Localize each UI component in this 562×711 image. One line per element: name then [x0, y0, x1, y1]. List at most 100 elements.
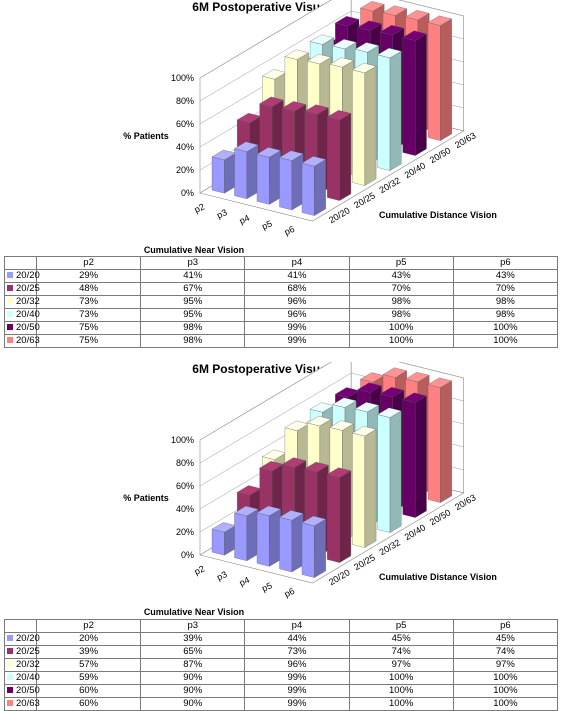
z-tick-label: 60% — [176, 119, 194, 129]
z-axis-title: % Patients — [123, 131, 169, 141]
table-corner-cell — [4, 619, 37, 633]
bar — [427, 15, 453, 141]
row-label: 20/50 — [16, 322, 40, 333]
legend-swatch — [7, 272, 13, 279]
table-cell: 59% — [35, 671, 142, 685]
gridline — [199, 362, 464, 441]
table-row: 20/32 73% 95% 96% 98% 98% — [4, 295, 559, 309]
table-cell: 99% — [244, 684, 350, 698]
column-header: p3 — [140, 619, 246, 633]
table-cell: 96% — [244, 295, 350, 309]
row-label: 20/40 — [16, 309, 40, 320]
column-header: p5 — [348, 619, 454, 633]
bar — [234, 505, 259, 562]
x-axis-title: Cumulative Near Vision — [144, 607, 244, 617]
table-cell: 43% — [452, 269, 559, 283]
table-row: 20/25 48% 67% 68% 70% 70% — [4, 282, 559, 296]
legend-swatch — [7, 674, 13, 681]
x-tick-label: p4 — [238, 575, 251, 588]
table-cell: 98% — [140, 334, 246, 348]
table-cell: 68% — [244, 282, 350, 296]
chart-plot-1: 0%20%40%60%80%100%p2 p3 p4 p5 p620/2020/2520… — [123, 0, 497, 255]
chart-panel-2: 6M Postoperative Visual Acuity 0% 20% 40% 6… — [0, 362, 562, 711]
table-row: 20/50 75% 98% 99% 100% 100% — [4, 321, 559, 335]
table-cell: 57% — [35, 658, 142, 672]
table-cell: 43% — [348, 269, 454, 283]
table-cell: 99% — [244, 334, 350, 348]
table-cell: 29% — [35, 269, 142, 283]
table-cell: 100% — [452, 684, 559, 698]
table-cell: 75% — [35, 334, 142, 348]
row-label: 20/50 — [16, 685, 40, 696]
data-table-2: p2 p3 p4 p5 p6 20/20 20% 39% 44% 45% 45% 20/25… — [4, 619, 559, 711]
row-header: 20/20 — [4, 632, 40, 646]
bar — [352, 426, 377, 548]
table-cell: 100% — [452, 334, 559, 348]
table-cell: 98% — [452, 308, 559, 322]
bar — [279, 510, 304, 573]
table-header-row: p2 p3 p4 p5 p6 — [4, 256, 559, 270]
chart-panel-1: 6M Postoperative Visual Acuity 0% 20% 40% 6… — [0, 0, 562, 350]
chart-plot-2: 0%20%40%60%80%100%p2 p3 p4 p5 p620/2020/2520… — [123, 362, 497, 617]
bars — [211, 367, 453, 578]
table-row: 20/20 29% 41% 41% 43% 43% — [4, 269, 559, 283]
row-label: 20/20 — [16, 270, 40, 281]
legend-swatch — [7, 311, 13, 318]
table-cell: 97% — [452, 658, 559, 672]
row-label: 20/25 — [16, 283, 40, 294]
table-cell: 97% — [348, 658, 454, 672]
table-cell: 98% — [452, 295, 559, 309]
bar — [377, 47, 402, 171]
table-cell: 95% — [140, 308, 246, 322]
table-cell: 75% — [35, 321, 142, 335]
table-cell: 100% — [348, 321, 454, 335]
table-cell: 100% — [348, 684, 454, 698]
z-axis-title: % Patients — [123, 493, 169, 503]
x-tick-label: p3 — [215, 207, 228, 220]
bars — [211, 1, 453, 216]
table-cell: 20% — [35, 632, 142, 646]
table-cell: 41% — [244, 269, 350, 283]
table-cell: 100% — [452, 321, 559, 335]
table-cell: 73% — [244, 645, 350, 659]
table-corner-cell — [4, 256, 37, 270]
x-tick-label: p4 — [238, 213, 251, 226]
column-header: p6 — [452, 256, 559, 270]
row-label: 20/20 — [16, 633, 40, 644]
row-header: 20/32 — [4, 658, 40, 672]
table-cell: 90% — [140, 684, 246, 698]
x-axis-title: Cumulative Near Vision — [144, 245, 244, 255]
z-tick-label: 20% — [176, 527, 194, 537]
bar — [326, 467, 352, 563]
z-tick-label: 20% — [176, 165, 194, 175]
table-row: 20/20 20% 39% 44% 45% 45% — [4, 632, 559, 646]
legend-swatch — [7, 648, 13, 655]
x-tick-label: p6 — [283, 586, 296, 599]
x-tick-label: p2 — [193, 564, 206, 577]
row-header: 20/63 — [4, 334, 40, 348]
table-cell: 45% — [452, 632, 559, 646]
z-tick-label: 40% — [176, 504, 194, 514]
table-header-row: p2 p3 p4 p5 p6 — [4, 619, 559, 633]
bar — [352, 62, 377, 186]
row-label: 20/63 — [16, 335, 40, 346]
bar — [326, 110, 352, 201]
table-cell: 95% — [140, 295, 246, 309]
row-header: 20/50 — [4, 321, 40, 335]
table-cell: 100% — [348, 334, 454, 348]
z-tick-label: 60% — [176, 481, 194, 491]
row-label: 20/32 — [16, 659, 40, 670]
x-tick-label: p5 — [260, 580, 273, 593]
column-header: p2 — [35, 619, 142, 633]
table-cell: 90% — [140, 671, 246, 685]
table-row: 20/63 75% 98% 99% 100% 100% — [4, 334, 559, 348]
table-cell: 45% — [348, 632, 454, 646]
legend-swatch — [7, 285, 13, 292]
table-row: 20/40 73% 95% 96% 98% 98% — [4, 308, 559, 322]
table-cell: 60% — [35, 684, 142, 698]
row-label: 20/32 — [16, 296, 40, 307]
legend-swatch — [7, 700, 13, 707]
table-row: 20/32 57% 87% 96% 97% 97% — [4, 658, 559, 672]
row-header: 20/25 — [4, 645, 40, 659]
table-cell: 100% — [348, 671, 454, 685]
